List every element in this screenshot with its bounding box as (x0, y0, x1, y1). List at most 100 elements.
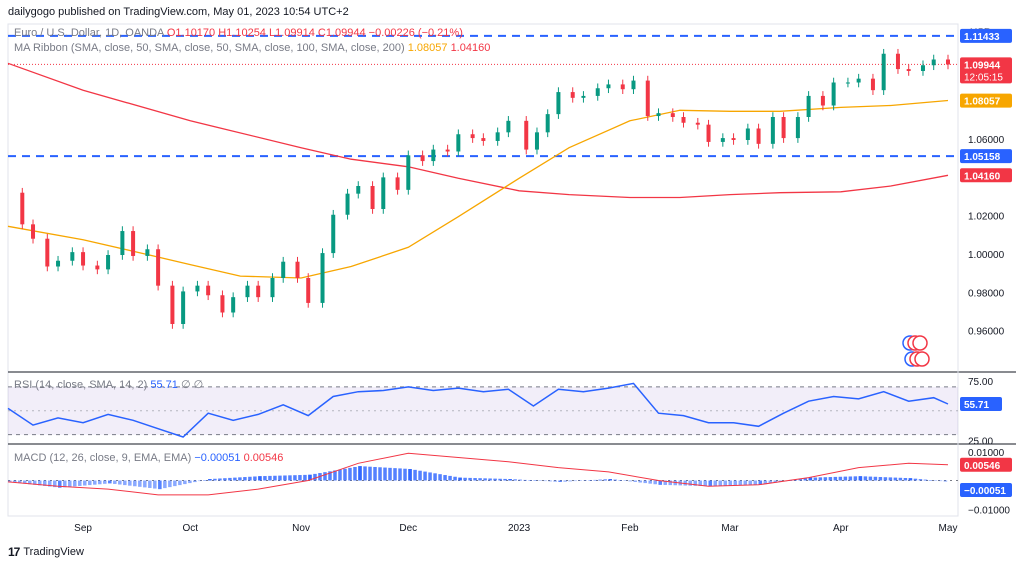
macd-histogram-bar (603, 479, 607, 481)
rsi-tick-label: 75.00 (968, 377, 993, 388)
x-tick-label: 2023 (508, 523, 531, 534)
macd-histogram-bar (928, 480, 933, 481)
macd-histogram-bar (568, 480, 572, 482)
macd-histogram-bar (903, 477, 908, 481)
macd-histogram-bar (528, 480, 532, 481)
price-tick-label: 0.96000 (968, 327, 1005, 338)
candle-body (706, 124, 711, 142)
macd-histogram-bar (28, 480, 32, 485)
macd-histogram-bar (188, 480, 192, 484)
macd-histogram-bar (303, 474, 307, 481)
macd-histogram-bar (713, 480, 718, 487)
macd-histogram-bar (158, 480, 162, 490)
x-tick-label: Dec (399, 523, 417, 534)
macd-histogram-bar (618, 480, 622, 481)
macd-histogram-bar (598, 479, 602, 481)
macd-histogram-bar (133, 480, 137, 487)
macd-histogram-bar (583, 480, 587, 481)
candle-body (81, 252, 86, 266)
macd-histogram-bar (803, 478, 808, 481)
macd-histogram-bar (83, 480, 87, 486)
macd-histogram-bar (88, 480, 92, 486)
macd-histogram-bar (223, 478, 227, 481)
macd-signal-bg (960, 457, 1012, 472)
macd-histogram-bar (218, 478, 222, 481)
candle-body (106, 255, 111, 270)
candle-body (645, 80, 650, 117)
macd-histogram-bar (498, 478, 502, 481)
macd-histogram-bar (203, 480, 207, 481)
macd-histogram-bar (103, 480, 107, 484)
macd-histogram-bar (128, 480, 132, 486)
candle-body (756, 128, 761, 144)
macd-histogram-bar (78, 480, 82, 486)
candle-body (670, 113, 675, 117)
macd-histogram-bar (578, 480, 582, 481)
legend-rsi-suffix: ∅ ∅ (180, 379, 204, 391)
candle-body (895, 53, 900, 70)
macd-histogram-bar (388, 467, 392, 481)
candle-body (524, 120, 529, 150)
macd-histogram-bar (798, 479, 803, 481)
macd-histogram-bar (313, 473, 317, 481)
candle-body (606, 84, 611, 89)
macd-histogram-bar (788, 480, 793, 481)
macd-histogram-bar (208, 479, 212, 481)
macd-histogram-bar (428, 472, 432, 481)
publisher-text: dailygogo published on TradingView.com, … (8, 6, 349, 18)
macd-histogram-bar (63, 480, 67, 488)
price-label: 1.08057 (964, 97, 1001, 108)
candle-body (120, 231, 125, 255)
macd-histogram-bar (288, 475, 292, 481)
x-tick-label: Nov (292, 523, 310, 534)
x-tick-label: Apr (833, 523, 849, 534)
macd-histogram-bar (718, 480, 723, 486)
macd-histogram-bar (523, 479, 527, 481)
macd-histogram-bar (763, 480, 768, 485)
price-tick-label: 0.98000 (968, 288, 1005, 299)
legend-ma-ribbon: MA Ribbon (SMA, close, 50, SMA, close, 5… (14, 42, 490, 54)
macd-histogram-bar (893, 477, 898, 481)
macd-histogram-bar (468, 477, 472, 481)
macd-histogram-bar (793, 479, 798, 481)
macd-histogram-bar (858, 476, 863, 481)
legend-macd-value1: −0.00051 (194, 452, 241, 464)
macd-histogram-bar (458, 477, 462, 481)
macd-histogram-bar (433, 473, 437, 481)
candle-body (495, 132, 500, 141)
candle-body (156, 249, 161, 286)
macd-histogram-bar (668, 480, 672, 486)
candle-body (206, 285, 211, 296)
macd-histogram-bar (293, 475, 297, 481)
macd-histogram-bar (228, 477, 232, 481)
rsi-tick-label: 25.00 (968, 437, 993, 448)
macd-histogram-bar (563, 480, 567, 482)
x-tick-label: Sep (74, 523, 92, 534)
macd-histogram-bar (623, 480, 627, 481)
macd-histogram-bar (378, 467, 382, 481)
macd-histogram-bar (248, 476, 252, 481)
macd-histogram-bar (58, 480, 62, 488)
macd-histogram-bar (818, 477, 823, 481)
legend-rsi-value: 55.71 (150, 379, 178, 391)
macd-histogram-bar (68, 480, 72, 487)
candle-body (445, 149, 450, 152)
macd-histogram-bar (658, 480, 662, 485)
candle-body (820, 95, 825, 106)
hline-price-label-bg (960, 28, 1012, 43)
macd-histogram-bar (703, 480, 707, 487)
macd-histogram-bar (308, 474, 312, 481)
macd-histogram-bar (863, 476, 868, 481)
macd-tick-label: 0.01000 (968, 448, 1005, 459)
macd-histogram-bar (918, 479, 923, 481)
candle-body (570, 92, 575, 98)
macd-histogram-bar (413, 469, 417, 481)
candle-body (681, 117, 686, 123)
macd-histogram-bar (728, 480, 733, 486)
candle-body (831, 82, 836, 106)
macd-histogram-bar (573, 480, 577, 482)
macd-histogram-bar (543, 480, 547, 482)
macd-histogram-bar (243, 477, 247, 481)
tradingview-logo[interactable]: 17 TradingView (8, 545, 84, 559)
